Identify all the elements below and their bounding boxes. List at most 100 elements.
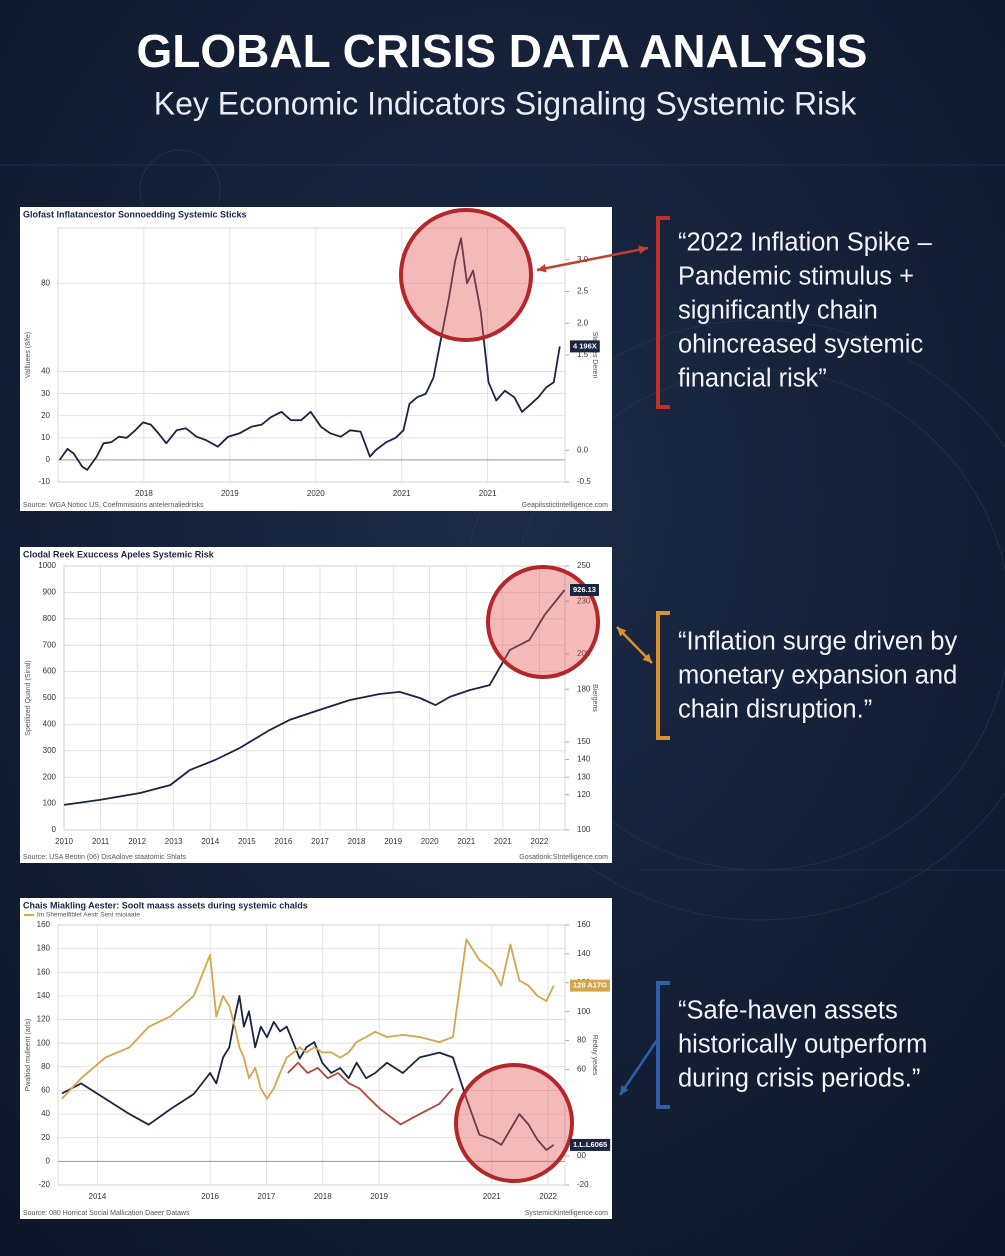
callout-text: monetary expansion and xyxy=(678,662,957,690)
callout-text: “2022 Inflation Spike – xyxy=(678,229,933,257)
y2-tick-label: 80 xyxy=(577,1036,586,1045)
x-tick-label: 2018 xyxy=(348,837,366,846)
end-value-label: 1.L.L6065 xyxy=(573,1140,607,1149)
y-tick-label: 0 xyxy=(46,1156,51,1165)
x-tick-label: 2018 xyxy=(314,1192,332,1201)
y2-tick-label: 2.5 xyxy=(577,287,589,296)
arrow-head xyxy=(537,263,547,273)
source-note: SystemicKintelligence.com xyxy=(525,1210,608,1217)
x-tick-label: 2019 xyxy=(370,1192,388,1201)
y2-tick-label: 180 xyxy=(577,684,591,693)
x-tick-label: 2019 xyxy=(384,837,402,846)
x-tick-label: 2021 xyxy=(494,837,512,846)
x-tick-label: 2014 xyxy=(201,837,219,846)
arrow xyxy=(618,1039,659,1096)
y2-tick-label: 100 xyxy=(577,825,591,834)
x-tick-label: 2012 xyxy=(128,837,146,846)
y2-axis-label: Reduy yeaes xyxy=(591,1035,598,1076)
legend-label: Im Shemelfiblet Aestr Sent mioiaate xyxy=(37,912,140,919)
end-label-box xyxy=(570,1138,611,1151)
x-tick-label: 2021 xyxy=(457,837,475,846)
chart-title: Glofast Inflatancestor Sonnoedding Syste… xyxy=(23,209,247,219)
callout-bracket xyxy=(656,611,670,740)
y-tick-label: 120 xyxy=(37,1015,51,1024)
y2-tick-label: 60 xyxy=(577,1065,586,1074)
panel-bg xyxy=(20,547,612,863)
y-tick-label: 20 xyxy=(41,411,50,420)
y-tick-label: 180 xyxy=(37,944,51,953)
y2-tick-label: 120 xyxy=(577,790,591,799)
y-tick-label: 0 xyxy=(46,455,51,464)
y-tick-label: 140 xyxy=(37,991,51,1000)
highlight-circle xyxy=(486,565,600,679)
source-note: Geapilsstictintelligence.com xyxy=(522,502,609,509)
x-tick-label: 2014 xyxy=(89,1192,107,1201)
arrow xyxy=(536,246,649,272)
y-tick-label: 40 xyxy=(41,1109,50,1118)
y-tick-label: 300 xyxy=(43,746,57,755)
highlight-circle xyxy=(399,208,533,342)
y-tick-label: -10 xyxy=(38,477,50,486)
plot-frame xyxy=(63,565,566,831)
x-tick-label: 2022 xyxy=(531,837,549,846)
y2-tick-label: 100 xyxy=(577,1007,591,1016)
y2-tick-label: 3.0 xyxy=(577,255,589,264)
y2-tick-label: 2.0 xyxy=(577,318,589,327)
y-axis-label: Pwaltiad mulleent (arls) xyxy=(25,1019,32,1092)
end-label-box xyxy=(570,979,610,992)
highlight-circle xyxy=(454,1063,574,1183)
page-subtitle: Key Economic Indicators Signaling System… xyxy=(154,85,858,121)
y2-tick-label: 250 xyxy=(577,561,591,570)
series-line xyxy=(61,995,555,1151)
callout-text: “Safe-haven assets xyxy=(678,997,898,1025)
y-tick-label: 100 xyxy=(43,799,57,808)
source-note: Source: WGA Notioc US, Coefmmisions ante… xyxy=(23,502,204,509)
y-axis-label: Spetilized Quand (Sinal) xyxy=(25,660,32,736)
arrow-head xyxy=(620,1085,629,1095)
y2-tick-label: -20 xyxy=(577,1180,589,1189)
callout-text: financial risk” xyxy=(678,365,827,393)
y-tick-label: 100 xyxy=(37,1038,51,1047)
x-tick-label: 2020 xyxy=(307,489,325,498)
y-tick-label: 60 xyxy=(41,1086,50,1095)
y-tick-label: 160 xyxy=(37,920,51,929)
chart-panel: Chais Miakling Aester: Soolt maass asset… xyxy=(20,898,612,1219)
end-value-label: 926.13 xyxy=(573,585,596,594)
y2-tick-label: 160 xyxy=(577,920,591,929)
y2-tick-label: 200 xyxy=(577,649,591,658)
arrow-head xyxy=(617,627,627,637)
x-tick-label: 2022 xyxy=(539,1192,557,1201)
arrow-head xyxy=(642,653,652,663)
series-line xyxy=(58,237,561,471)
page-title: GLOBAL CRISIS DATA ANALYSIS xyxy=(137,25,868,77)
y2-tick-label: 130 xyxy=(577,772,591,781)
chart-panel: Clodal Reek Exuccess Apeles Systemic Ris… xyxy=(20,547,612,863)
y2-axis-label: Biergens xyxy=(591,684,598,712)
x-tick-label: 2021 xyxy=(483,1192,501,1201)
chart-title: Clodal Reek Exuccess Apeles Systemic Ris… xyxy=(23,549,215,559)
y2-tick-label: 1.5 xyxy=(577,350,589,359)
y-tick-label: 160 xyxy=(37,967,51,976)
y-tick-label: 40 xyxy=(41,367,50,376)
end-value-label: 4 196X xyxy=(573,341,597,350)
y-tick-label: 20 xyxy=(41,1133,50,1142)
y2-tick-label: 0.0 xyxy=(577,445,589,454)
y-axis-label: Vallluees (8/fe) xyxy=(25,332,32,378)
x-tick-label: 2013 xyxy=(165,837,183,846)
y2-tick-label: 140 xyxy=(577,755,591,764)
y2-tick-label: 230 xyxy=(577,596,591,605)
callout-text: during crisis periods.” xyxy=(678,1065,920,1093)
y-tick-label: 30 xyxy=(41,389,50,398)
x-tick-label: 2016 xyxy=(275,837,293,846)
y2-tick-label: 150 xyxy=(577,737,591,746)
series-line xyxy=(63,589,566,806)
y-tick-label: 400 xyxy=(43,720,57,729)
x-tick-label: 2015 xyxy=(238,837,256,846)
x-tick-label: 2016 xyxy=(201,1192,219,1201)
x-tick-label: 2020 xyxy=(421,837,439,846)
chart-panel: Glofast Inflatancestor Sonnoedding Syste… xyxy=(20,207,612,511)
panel-bg xyxy=(20,898,612,1219)
x-tick-label: 2010 xyxy=(55,837,73,846)
